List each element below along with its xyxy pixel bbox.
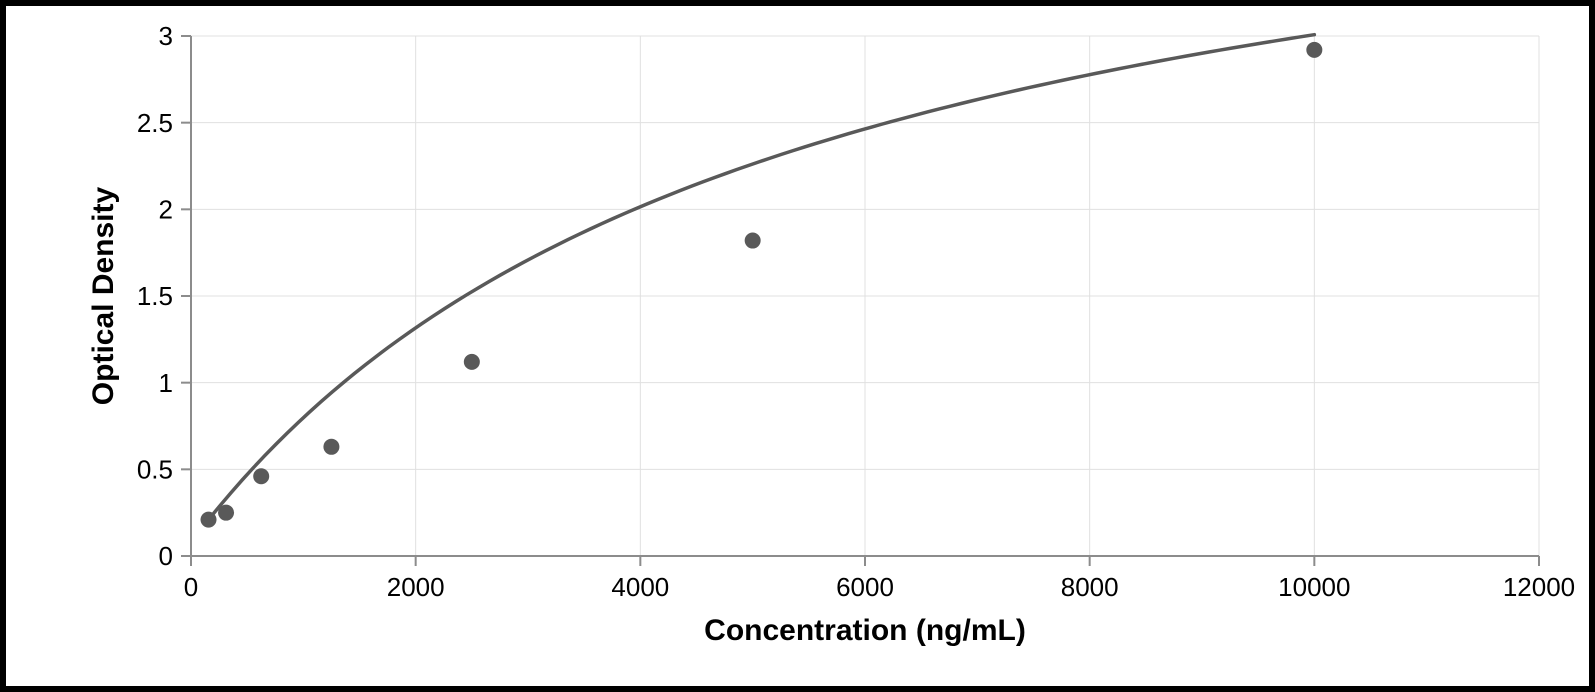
- x-tick-label: 6000: [836, 572, 894, 602]
- data-point: [201, 512, 217, 528]
- chart-bg: [6, 6, 1589, 686]
- data-point: [745, 233, 761, 249]
- y-axis-label: Optical Density: [87, 186, 120, 405]
- y-tick-label: 1.5: [137, 281, 173, 311]
- y-tick-label: 2: [159, 194, 173, 224]
- x-tick-label: 2000: [387, 572, 445, 602]
- y-tick-label: 0: [159, 541, 173, 571]
- x-axis-label: Concentration (ng/mL): [704, 614, 1026, 647]
- y-tick-label: 3: [159, 21, 173, 51]
- y-tick-label: 0.5: [137, 454, 173, 484]
- data-point: [253, 468, 269, 484]
- x-tick-label: 0: [184, 572, 198, 602]
- chart-frame: 0 2000 4000 6000 8000 10000 12000 0 0.5 1 1.5 2 2.5 3…: [0, 0, 1595, 692]
- y-tick-label: 1: [159, 368, 173, 398]
- data-point: [1306, 42, 1322, 58]
- data-point: [218, 505, 234, 521]
- x-tick-label: 12000: [1503, 572, 1575, 602]
- x-tick-label: 8000: [1061, 572, 1119, 602]
- x-tick-label: 4000: [611, 572, 669, 602]
- data-point: [323, 439, 339, 455]
- x-tick-label: 10000: [1278, 572, 1350, 602]
- y-tick-label: 2.5: [137, 108, 173, 138]
- standard-curve-chart: 0 2000 4000 6000 8000 10000 12000 0 0.5 1 1.5 2 2.5 3…: [6, 6, 1589, 686]
- data-point: [464, 354, 480, 370]
